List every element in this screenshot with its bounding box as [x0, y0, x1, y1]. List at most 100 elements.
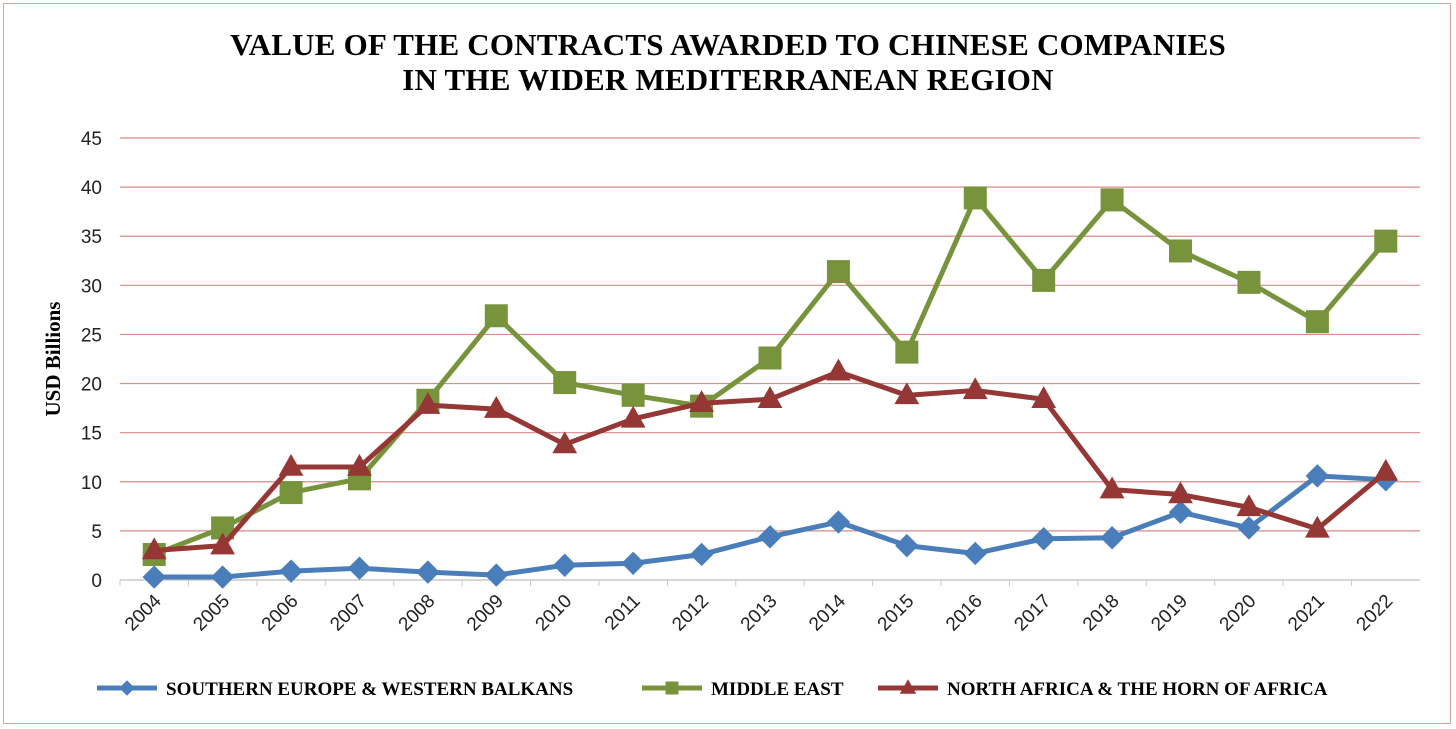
data-point: [279, 481, 303, 505]
chart-title-line-1: VALUE OF THE CONTRACTS AWARDED TO CHINES…: [230, 27, 1226, 62]
data-point: [1305, 464, 1330, 488]
x-tick-label: 2012: [668, 591, 713, 636]
x-tick-label: 2010: [532, 591, 577, 636]
data-point: [963, 541, 987, 566]
series-line: [151, 195, 1389, 557]
data-point: [1236, 494, 1262, 517]
x-tick-label: 2019: [1147, 591, 1192, 636]
data-point: [278, 453, 304, 476]
x-tick-label: 2022: [1353, 591, 1398, 636]
x-tick-label: 2013: [737, 591, 782, 636]
y-tick-label: 35: [81, 227, 102, 248]
data-point: [895, 533, 919, 558]
x-tick-label: 2016: [942, 591, 987, 636]
x-tick-label: 2011: [601, 591, 645, 635]
x-tick-label: 2007: [326, 591, 371, 636]
x-tick-label: 2005: [189, 591, 234, 636]
y-tick-label: 10: [81, 473, 102, 494]
x-tick-label: 2009: [463, 591, 508, 636]
y-tick-label: 40: [81, 178, 102, 199]
x-tick-label: 2008: [395, 591, 440, 636]
series-group: [141, 186, 1399, 589]
data-point: [484, 563, 509, 587]
data-point: [1304, 515, 1330, 538]
x-tick-label: 2015: [874, 591, 919, 636]
x-axis-ticks: 2004 2005 2006 2007 2008 2009 2010 2011 2012 2013…: [119, 580, 1398, 636]
data-point: [1305, 310, 1329, 334]
data-point: [894, 382, 920, 405]
legend-label: NORTH AFRICA & THE HORN OF AFRICA: [947, 679, 1328, 700]
data-point: [483, 395, 509, 418]
data-point: [210, 565, 235, 589]
data-point: [758, 525, 782, 549]
x-tick-label: 2004: [121, 590, 166, 635]
series-1: [142, 464, 1398, 589]
data-point: [895, 340, 919, 364]
y-tick-label: 25: [81, 325, 102, 346]
data-point: [962, 377, 988, 400]
data-point: [1100, 188, 1124, 212]
y-tick-label: 5: [91, 522, 102, 543]
y-tick-label: 20: [81, 375, 102, 396]
data-point: [826, 510, 851, 534]
y-tick-label: 0: [91, 571, 102, 592]
data-point: [1169, 239, 1193, 263]
data-point: [757, 386, 783, 409]
series-2: [142, 186, 1398, 566]
x-tick-label: 2020: [1216, 591, 1261, 636]
data-point: [1373, 458, 1399, 481]
data-point: [758, 346, 782, 370]
x-tick-label: 2021: [1284, 591, 1329, 636]
data-point: [621, 383, 645, 407]
data-point: [621, 551, 645, 576]
data-point: [142, 565, 166, 589]
data-point: [1031, 527, 1056, 551]
y-axis-ticks: 0 5 10 15 20 25 30 35 40 45: [81, 129, 102, 592]
data-point: [1237, 270, 1261, 294]
data-point: [279, 559, 303, 583]
data-point: [689, 390, 714, 412]
legend-label: MIDDLE EAST: [711, 679, 844, 700]
data-point: [963, 186, 987, 210]
x-tick-label: 2017: [1010, 591, 1055, 636]
data-point: [416, 560, 440, 584]
data-point: [347, 556, 372, 580]
y-tick-label: 30: [81, 276, 102, 297]
data-point: [484, 304, 508, 328]
data-point: [210, 532, 236, 555]
x-tick-label: 2006: [258, 591, 303, 636]
data-point: [826, 260, 850, 284]
legend-swatch-marker: [665, 681, 679, 695]
data-point: [620, 405, 646, 428]
data-point: [1374, 229, 1398, 253]
legend-swatch-marker: [899, 679, 917, 694]
chart-frame: [3, 3, 1451, 724]
data-point: [1100, 526, 1124, 550]
data-point: [347, 453, 372, 476]
data-point: [553, 553, 577, 577]
y-tick-label: 15: [81, 424, 102, 445]
x-tick-label: 2014: [805, 590, 850, 635]
data-point: [1099, 476, 1125, 499]
y-axis-label: USD Billions: [41, 302, 65, 417]
y-tick-label: 45: [81, 129, 102, 150]
data-point: [1168, 500, 1193, 524]
data-point: [415, 392, 441, 414]
legend-label: SOUTHERN EUROPE & WESTERN BALKANS: [166, 679, 573, 700]
series-3: [141, 358, 1399, 560]
legend-item: SOUTHERN EUROPE & WESTERN BALKANS: [97, 679, 573, 700]
data-point: [1031, 386, 1057, 409]
x-tick-label: 2018: [1079, 591, 1124, 636]
data-point: [826, 358, 851, 381]
data-point: [1032, 268, 1056, 292]
legend-swatch-marker: [119, 680, 135, 696]
data-point: [553, 371, 577, 395]
legend-item: MIDDLE EAST: [642, 679, 844, 700]
data-point: [1237, 516, 1261, 540]
data-point: [689, 542, 714, 567]
legend: SOUTHERN EUROPE & WESTERN BALKANS MIDDLE …: [97, 679, 1328, 700]
data-point: [141, 537, 167, 560]
legend-item: NORTH AFRICA & THE HORN OF AFRICA: [878, 679, 1328, 700]
chart-title-line-2: IN THE WIDER MEDITERRANEAN REGION: [402, 62, 1054, 97]
